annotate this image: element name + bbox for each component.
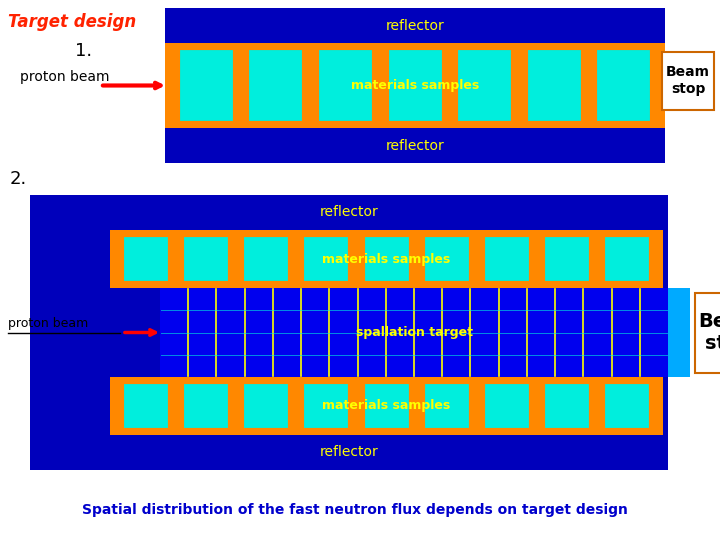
Text: reflector: reflector: [320, 446, 379, 460]
Text: materials samples: materials samples: [323, 253, 451, 266]
Bar: [302, 235, 351, 283]
Bar: [362, 382, 410, 430]
Text: proton beam: proton beam: [20, 70, 109, 84]
Bar: [182, 235, 230, 283]
Bar: [603, 382, 651, 430]
Bar: [456, 48, 513, 123]
Text: Spatial distribution of the fast neutron flux depends on target design: Spatial distribution of the fast neutron…: [82, 503, 628, 517]
Text: Beam
stop: Beam stop: [666, 65, 710, 96]
Bar: [543, 382, 591, 430]
Bar: [595, 48, 652, 123]
Bar: [482, 235, 531, 283]
Text: reflector: reflector: [386, 18, 444, 32]
Bar: [110, 377, 663, 435]
Bar: [387, 48, 444, 123]
Bar: [543, 235, 591, 283]
Bar: [178, 48, 235, 123]
Bar: [423, 382, 471, 430]
Bar: [668, 288, 690, 377]
Text: materials samples: materials samples: [323, 400, 451, 413]
Bar: [165, 43, 665, 128]
Bar: [247, 48, 305, 123]
Text: reflector: reflector: [320, 206, 379, 219]
Text: materials samples: materials samples: [351, 79, 479, 92]
Bar: [695, 293, 720, 373]
Bar: [160, 288, 668, 377]
Bar: [302, 382, 351, 430]
Text: 2.: 2.: [10, 170, 27, 188]
Bar: [662, 51, 714, 110]
Bar: [243, 382, 290, 430]
Bar: [182, 382, 230, 430]
Text: Target design: Target design: [8, 13, 136, 31]
Bar: [482, 382, 531, 430]
Bar: [30, 195, 668, 470]
Bar: [603, 235, 651, 283]
Bar: [317, 48, 374, 123]
Bar: [526, 48, 582, 123]
Text: Beam
stop: Beam stop: [698, 312, 720, 353]
Bar: [122, 235, 170, 283]
Bar: [362, 235, 410, 283]
Text: reflector: reflector: [386, 138, 444, 152]
Bar: [122, 382, 170, 430]
Bar: [423, 235, 471, 283]
Bar: [110, 230, 663, 288]
Bar: [243, 235, 290, 283]
Text: 1.: 1.: [75, 42, 92, 60]
Bar: [165, 8, 665, 163]
Text: spallation target: spallation target: [356, 326, 472, 339]
Text: proton beam: proton beam: [8, 316, 89, 329]
